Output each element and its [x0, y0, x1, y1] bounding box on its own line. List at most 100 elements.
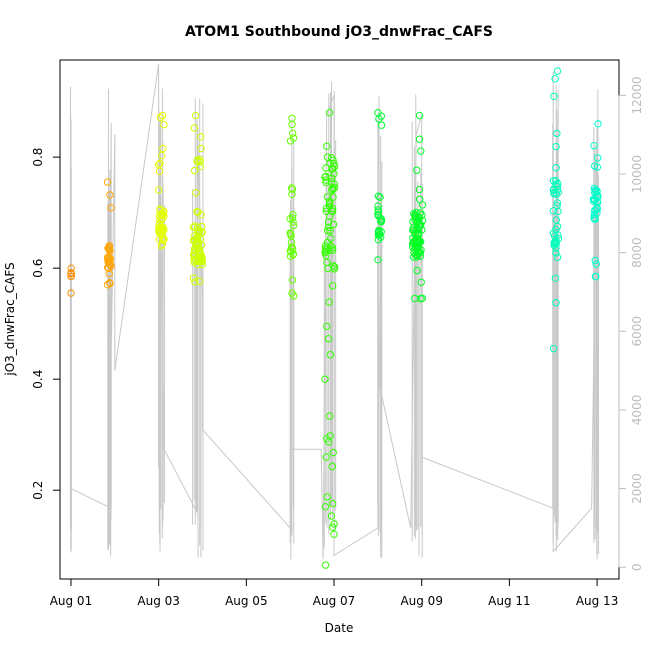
data-point [191, 278, 199, 286]
data-point [67, 264, 75, 272]
data-point [288, 289, 296, 297]
data-point [190, 255, 199, 263]
data-point [591, 215, 599, 223]
data-point [590, 211, 598, 219]
data-point [591, 186, 599, 195]
data-point [327, 154, 336, 162]
data-point [551, 274, 560, 282]
chart-title: ATOM1 Southbound jO3_dnwFrac_CAFS [185, 24, 493, 40]
data-point [289, 134, 298, 142]
data-point [327, 207, 336, 215]
data-point [190, 236, 199, 244]
data-point [552, 164, 560, 172]
data-point [286, 215, 294, 223]
data-point [189, 251, 198, 260]
data-point [322, 176, 330, 184]
data-point [552, 216, 560, 224]
data-point [329, 185, 337, 193]
data-point [158, 209, 166, 218]
data-point [326, 432, 334, 440]
data-point [103, 178, 112, 186]
data-point [551, 75, 559, 83]
data-point [325, 298, 333, 306]
data-point [107, 204, 115, 212]
data-point [418, 294, 426, 302]
data-point [158, 151, 166, 160]
data-point [159, 144, 167, 153]
data-point [321, 503, 330, 511]
data-point [594, 120, 602, 128]
data-point [554, 207, 562, 216]
y2-tick-label: 4000 [630, 395, 644, 426]
data-point [553, 129, 561, 138]
data-point [326, 227, 334, 235]
data-point [413, 166, 421, 174]
data-point [376, 193, 384, 202]
data-point [194, 261, 202, 269]
data-point [593, 191, 601, 199]
y-axis-right: 0 2000 4000 6000 8000 10000 12000 [618, 76, 644, 571]
data-point [323, 193, 332, 201]
data-point [329, 523, 337, 531]
data-point [374, 202, 382, 210]
data-point [106, 191, 114, 199]
data-point [194, 228, 203, 236]
data-point [288, 190, 296, 199]
data-point [591, 162, 599, 170]
data-point [288, 185, 297, 193]
data-point [190, 166, 199, 175]
data-point [374, 236, 382, 244]
data-point [158, 240, 167, 248]
data-points-layer [67, 67, 602, 569]
data-point [288, 120, 296, 129]
y2-tick-label: 10000 [630, 155, 644, 193]
data-point [289, 251, 297, 259]
data-point [323, 493, 331, 501]
data-point [412, 243, 420, 251]
data-point [592, 272, 600, 281]
data-point [326, 212, 334, 221]
data-point [552, 299, 560, 307]
x-axis-label: Date [325, 621, 354, 635]
data-point [67, 289, 75, 297]
data-point [105, 246, 113, 254]
y2-tick-label: 2000 [630, 473, 644, 504]
data-point [408, 243, 417, 251]
data-point [411, 231, 419, 239]
data-point [549, 229, 558, 238]
data-point [593, 188, 601, 196]
data-point [190, 124, 199, 132]
data-point [550, 92, 558, 101]
data-point [193, 156, 202, 164]
data-point [156, 113, 165, 122]
data-point [549, 207, 558, 215]
data-point [192, 240, 200, 248]
data-point [376, 214, 384, 222]
data-point [553, 186, 561, 194]
data-point [191, 247, 200, 256]
data-point [326, 351, 335, 359]
data-point [105, 270, 113, 278]
data-point [104, 254, 113, 262]
data-point [105, 243, 113, 251]
data-point [415, 111, 424, 120]
data-point [413, 253, 421, 261]
data-point [418, 216, 427, 225]
data-point [550, 185, 558, 193]
data-point [411, 294, 419, 303]
data-point [375, 115, 383, 123]
data-point [189, 274, 198, 282]
data-point [324, 335, 333, 343]
data-point [322, 453, 330, 461]
data-point [106, 256, 115, 264]
data-point [155, 186, 163, 194]
data-point [553, 199, 562, 207]
data-point [592, 260, 600, 268]
data-point [553, 67, 562, 75]
x-tick-label: Aug 01 [50, 594, 93, 608]
y-tick-label: 0.6 [31, 259, 45, 278]
data-point [190, 222, 198, 230]
data-point [327, 234, 335, 243]
data-point [106, 247, 114, 255]
data-point [415, 135, 424, 143]
